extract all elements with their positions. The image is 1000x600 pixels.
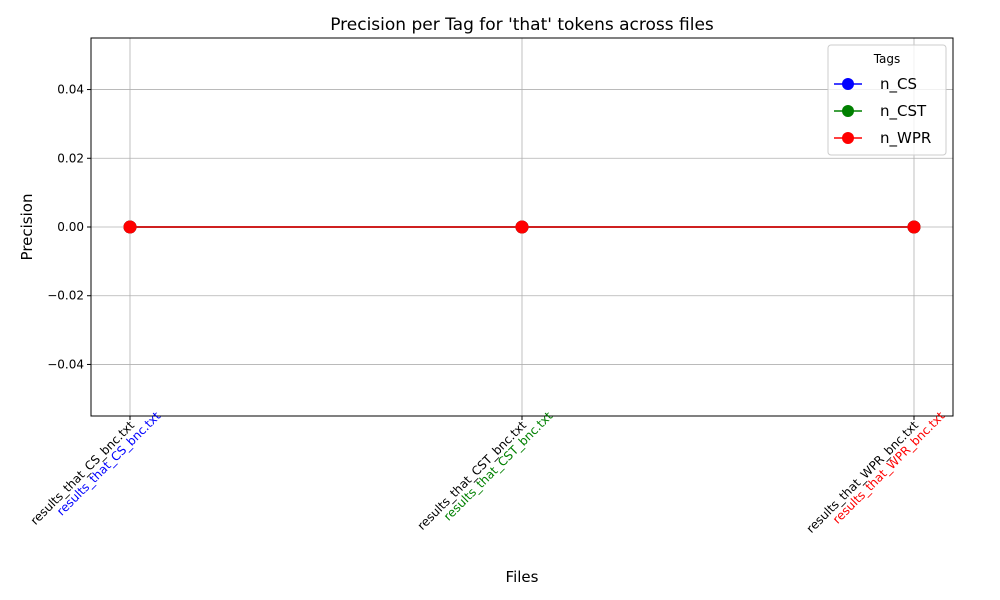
y-axis-label: Precision bbox=[18, 194, 36, 261]
legend-label-n_CS: n_CS bbox=[880, 75, 917, 94]
y-tick-label: 0.02 bbox=[57, 151, 84, 165]
legend-items: n_CS n_CST n_WPR bbox=[834, 75, 931, 148]
legend-box bbox=[827, 44, 947, 156]
y-tick-label: −0.02 bbox=[47, 289, 84, 303]
y-tick-label: −0.04 bbox=[47, 357, 84, 371]
legend-label-n_CST: n_CST bbox=[880, 102, 927, 121]
legend-marker-n_CST bbox=[842, 105, 854, 117]
data-point-n_WPR bbox=[123, 220, 137, 234]
legend-label-n_WPR: n_WPR bbox=[880, 129, 931, 148]
legend: Tags n_CS n_CST n_WPR bbox=[827, 44, 947, 156]
legend-marker-n_CS bbox=[842, 78, 854, 90]
y-tick-label: 0.00 bbox=[57, 220, 84, 234]
y-axis-ticks: 0.04 0.02 0.00 −0.02 −0.04 bbox=[47, 83, 91, 371]
legend-marker-n_WPR bbox=[842, 132, 854, 144]
x-axis-label: Files bbox=[506, 568, 539, 586]
series-layer bbox=[123, 220, 921, 234]
data-point-n_WPR bbox=[515, 220, 529, 234]
chart-title: Precision per Tag for 'that' tokens acro… bbox=[330, 15, 714, 35]
data-point-n_WPR bbox=[907, 220, 921, 234]
legend-title: Tags bbox=[873, 52, 901, 66]
y-tick-label: 0.04 bbox=[57, 83, 84, 97]
